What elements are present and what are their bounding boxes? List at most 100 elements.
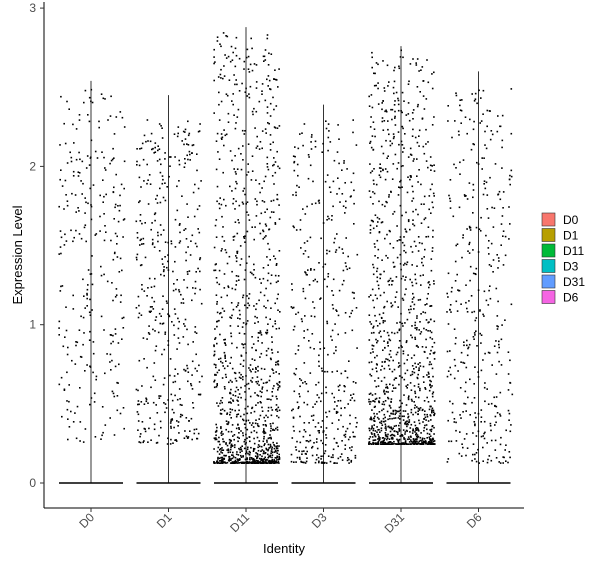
data-point: [112, 191, 115, 193]
data-point: [235, 200, 237, 203]
data-point: [418, 329, 420, 331]
data-point: [244, 130, 246, 132]
data-point: [137, 400, 140, 402]
y-tick-label: 0: [29, 476, 36, 490]
data-point: [374, 430, 377, 432]
data-point: [115, 173, 117, 176]
data-point: [424, 387, 426, 389]
data-point: [268, 379, 271, 382]
data-point: [368, 339, 371, 341]
data-point: [389, 383, 391, 386]
data-point: [395, 276, 398, 278]
data-point: [420, 284, 422, 286]
data-point: [81, 193, 83, 195]
data-point: [413, 368, 415, 370]
data-point: [149, 140, 152, 143]
data-point: [373, 128, 376, 130]
data-point: [275, 427, 277, 430]
data-point: [488, 352, 491, 354]
data-point: [383, 306, 385, 309]
data-point: [246, 95, 249, 97]
data-point: [472, 196, 474, 199]
violin-lines: [90, 27, 479, 483]
data-point: [196, 169, 198, 172]
data-point: [339, 384, 341, 387]
data-point: [432, 411, 435, 414]
data-point: [276, 297, 279, 300]
data-point: [409, 431, 411, 433]
data-point: [378, 400, 380, 402]
data-point: [223, 144, 225, 147]
data-point: [232, 198, 235, 200]
data-point: [266, 462, 269, 464]
data-point: [456, 243, 459, 245]
data-point: [142, 237, 145, 240]
data-point: [252, 113, 254, 116]
data-point: [253, 448, 255, 451]
data-point: [233, 168, 235, 170]
data-point: [463, 341, 465, 343]
data-point: [70, 229, 72, 232]
data-point: [242, 145, 244, 147]
data-point: [325, 386, 327, 389]
data-point: [182, 130, 185, 133]
data-point: [139, 433, 142, 435]
data-point: [328, 250, 331, 253]
data-point: [260, 332, 262, 334]
data-point: [176, 279, 178, 281]
data-point: [407, 219, 410, 221]
data-point: [271, 458, 274, 461]
data-point: [382, 441, 385, 444]
data-point: [396, 256, 399, 259]
data-point: [256, 135, 258, 138]
data-point: [258, 425, 260, 428]
data-point: [221, 136, 224, 139]
data-point: [392, 410, 395, 413]
data-point: [499, 125, 502, 128]
data-point: [118, 209, 121, 212]
data-point: [60, 285, 62, 288]
data-point: [386, 157, 388, 159]
data-point: [91, 283, 94, 286]
data-point: [252, 343, 255, 345]
data-point: [353, 189, 355, 192]
data-point: [264, 211, 266, 213]
data-point: [326, 174, 329, 176]
data-point: [414, 411, 417, 414]
data-point: [153, 300, 156, 303]
data-point: [121, 338, 123, 340]
data-point: [194, 280, 197, 283]
data-point: [185, 259, 187, 262]
data-point: [261, 386, 264, 388]
data-point: [371, 348, 374, 350]
data-point: [220, 77, 222, 79]
data-point: [390, 434, 393, 436]
data-point: [468, 225, 471, 228]
data-point: [425, 329, 428, 331]
data-point: [395, 377, 398, 379]
data-point: [248, 304, 251, 307]
x-tick-label: D11: [227, 510, 252, 535]
data-point: [263, 437, 265, 440]
data-point: [318, 202, 321, 204]
data-point: [218, 319, 220, 322]
data-point: [387, 155, 389, 157]
data-point: [260, 352, 263, 355]
data-point: [224, 373, 227, 376]
data-point: [270, 358, 272, 361]
data-point: [64, 336, 66, 338]
data-point: [89, 187, 91, 190]
data-point: [232, 454, 234, 457]
data-point: [223, 129, 225, 131]
data-point: [425, 441, 427, 444]
data-point: [351, 291, 354, 294]
data-point: [433, 280, 435, 282]
data-point: [275, 281, 278, 284]
data-point: [429, 384, 431, 387]
data-point: [264, 223, 267, 225]
data-point: [220, 137, 223, 140]
data-point: [415, 435, 418, 438]
data-point: [136, 253, 139, 256]
data-point: [213, 79, 215, 82]
data-point: [271, 395, 274, 397]
